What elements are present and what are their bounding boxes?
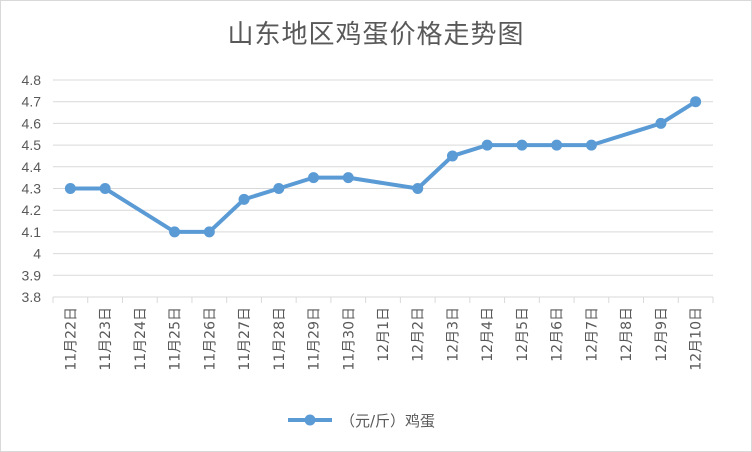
gridlines bbox=[53, 79, 713, 298]
x-tick-label: 11月24日 bbox=[133, 307, 149, 371]
x-tick-label: 12月4日 bbox=[480, 307, 496, 362]
x-tick-label: 11月25日 bbox=[168, 307, 184, 371]
y-tick-label: 4.4 bbox=[22, 159, 42, 175]
data-point[interactable] bbox=[516, 139, 528, 151]
x-tick-label: 12月8日 bbox=[619, 307, 635, 362]
x-tick-label: 11月22日 bbox=[63, 307, 79, 371]
x-tick-label: 12月1日 bbox=[376, 307, 392, 362]
x-tick-label: 12月10日 bbox=[689, 307, 705, 371]
x-tick-label: 12月3日 bbox=[445, 307, 461, 362]
data-point[interactable] bbox=[308, 172, 320, 184]
y-tick-label: 4.6 bbox=[22, 115, 42, 131]
data-point[interactable] bbox=[99, 183, 111, 194]
data-point[interactable] bbox=[655, 117, 667, 129]
data-point[interactable] bbox=[551, 139, 563, 151]
x-tick-label: 11月29日 bbox=[307, 307, 323, 371]
x-tick-label: 12月7日 bbox=[584, 307, 600, 362]
y-tick-label: 4.1 bbox=[22, 224, 42, 240]
legend-label: （元/斤）鸡蛋 bbox=[340, 412, 435, 430]
legend[interactable]: （元/斤）鸡蛋 bbox=[288, 412, 435, 430]
chart-title: 山东地区鸡蛋价格走势图 bbox=[227, 20, 525, 50]
x-tick-label: 12月6日 bbox=[550, 307, 566, 362]
x-axis: 11月22日 11月23日 11月24日 11月25日 11月26日 11月27日 11月2… bbox=[52, 297, 714, 371]
data-point[interactable] bbox=[690, 96, 702, 108]
data-point[interactable] bbox=[169, 226, 181, 238]
x-tick-label: 12月9日 bbox=[654, 307, 670, 362]
y-tick-label: 4.3 bbox=[22, 181, 42, 197]
data-point[interactable] bbox=[481, 139, 493, 151]
data-point[interactable] bbox=[412, 183, 424, 194]
y-tick-label: 4.7 bbox=[22, 94, 42, 110]
data-point[interactable] bbox=[203, 226, 215, 238]
x-tick-label: 11月26日 bbox=[202, 307, 218, 371]
legend-marker bbox=[304, 414, 316, 426]
data-point[interactable] bbox=[342, 172, 354, 184]
series-line bbox=[64, 96, 702, 238]
x-tick-label: 11月27日 bbox=[237, 307, 253, 371]
data-point[interactable] bbox=[446, 150, 458, 162]
data-point[interactable] bbox=[64, 183, 76, 194]
y-tick-label: 3.9 bbox=[22, 267, 42, 283]
y-tick-label: 3.8 bbox=[22, 289, 42, 305]
y-tick-label: 4 bbox=[33, 246, 41, 262]
y-tick-label: 4.2 bbox=[22, 202, 42, 218]
y-axis-ticks: 3.8 3.9 4 4.1 4.2 4.3 4.4 4.5 4.6 4.7 4.8 bbox=[22, 72, 42, 305]
y-tick-label: 4.5 bbox=[22, 137, 42, 153]
data-point[interactable] bbox=[585, 139, 597, 151]
x-tick-label: 11月30日 bbox=[341, 307, 357, 371]
x-tick-label: 12月2日 bbox=[411, 307, 427, 362]
data-point[interactable] bbox=[238, 193, 250, 205]
series-polyline bbox=[70, 100, 697, 234]
x-tick-label: 12月5日 bbox=[515, 307, 531, 362]
x-tick-label: 11月23日 bbox=[98, 307, 114, 371]
data-point[interactable] bbox=[273, 183, 285, 194]
y-tick-label: 4.8 bbox=[22, 72, 42, 88]
x-tick-label: 11月28日 bbox=[272, 307, 288, 371]
